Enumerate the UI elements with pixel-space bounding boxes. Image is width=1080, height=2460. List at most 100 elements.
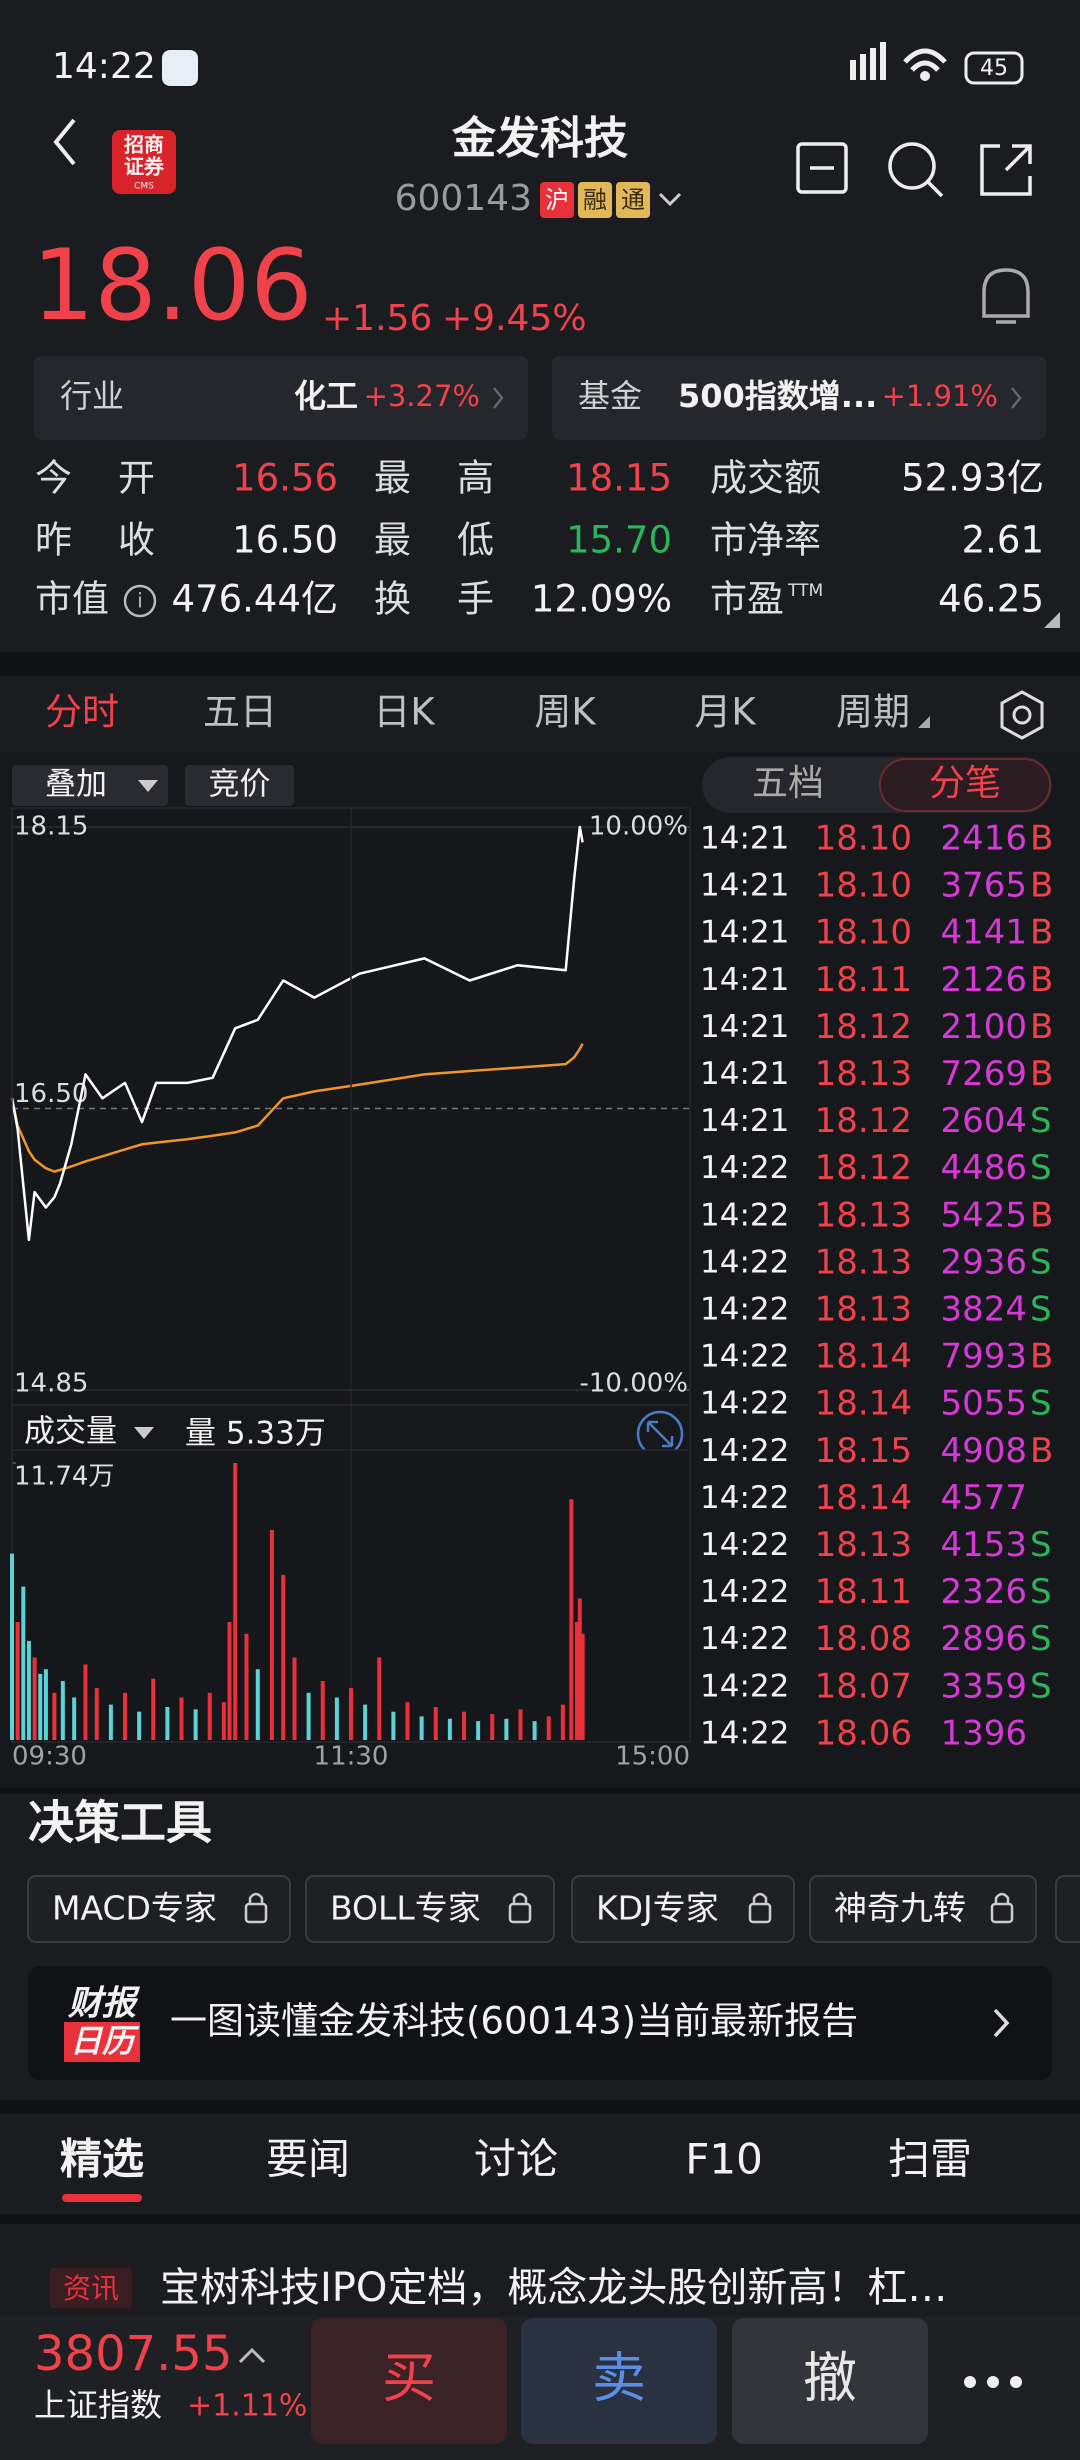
back-button[interactable] [53,118,76,166]
volume-bar [419,1716,424,1740]
tool-button[interactable] [1055,1875,1080,1943]
chart-tab[interactable]: 周K [534,691,597,734]
share-button[interactable] [980,144,1032,196]
trade-volume: 2100 [940,1007,1027,1047]
trade-volume: 7993 [940,1337,1027,1377]
lock-icon [990,1902,1014,1924]
control-button[interactable] [185,765,294,806]
lock-icon [508,1902,532,1924]
chart-tab[interactable]: 分时 [45,691,119,734]
news-tab[interactable]: 要闻 [266,2135,350,2184]
collapse-button[interactable] [796,142,848,194]
y-tick-label: 18.15 [14,812,88,842]
trade-time: 14:21 [700,915,789,951]
stat-value: 15.70 [566,519,672,562]
volume-current: 量 5.33万 [185,1416,326,1452]
dropdown-icon[interactable] [658,192,682,207]
settings-icon [1012,705,1032,725]
wifi-dot [920,71,930,81]
trade-time: 14:22 [700,1433,789,1469]
volume-bar [447,1718,452,1740]
trade-time: 14:22 [700,1527,789,1563]
trade-price: 18.11 [815,1572,912,1612]
trade-side: S [1030,1101,1052,1141]
news-tab[interactable]: F10 [685,2135,763,2184]
stat-value: 46.25 [938,578,1044,621]
trade-side: B [1030,1007,1053,1047]
volume-bar [123,1692,127,1740]
volume-bar [569,1499,574,1740]
stat-label: 今 开 [35,457,155,500]
volume-bar [21,1586,26,1740]
info-icon[interactable] [123,584,157,618]
stat-label: 市值 [35,578,109,621]
wifi-icon [903,48,947,72]
tags: 沪融通 [540,182,650,218]
tool-button[interactable] [571,1875,795,1943]
chart-tab[interactable]: 五日 [203,691,277,734]
volume-bar [10,1553,14,1740]
report-banner[interactable] [28,1966,1052,2080]
control-button[interactable] [12,765,168,806]
stat-label: 最 低 [374,519,494,562]
trade-time: 14:21 [700,868,789,904]
settings-button[interactable] [1000,690,1044,740]
trade-price: 18.13 [815,1525,912,1565]
broker-logo-text: 证券 [124,155,165,179]
chart-tab[interactable]: 月K [694,691,757,734]
news-tab[interactable]: 讨论 [474,2135,558,2184]
volume-bar [320,1681,325,1740]
trade-price: 18.12 [815,1101,912,1141]
trade-tab[interactable]: 五档 [752,763,824,804]
tool-button[interactable] [27,1875,291,1943]
news-tab[interactable]: 扫雷 [888,2135,972,2184]
trade-volume: 2936 [940,1242,1027,1282]
search-button[interactable] [888,142,936,190]
trade-time: 14:22 [700,1386,789,1422]
more-button[interactable] [964,2376,1022,2388]
sector-name: 500指数增... [678,377,877,415]
news-tab[interactable]: 精选 [60,2135,144,2184]
trade-tab[interactable]: 分笔 [929,763,1001,804]
stat-label: 最 高 [374,457,494,500]
volume-bar [108,1704,113,1740]
sector-box[interactable] [552,356,1046,440]
volume-bar [575,1622,579,1740]
news-headline[interactable]: 宝树科技IPO定档，概念龙头股创新高！杠… [160,2265,947,2311]
volume-bar [292,1657,297,1740]
action-button[interactable] [732,2318,928,2444]
sector-change: +1.91% [882,379,998,413]
chart-tab[interactable]: 周期 [836,691,910,734]
trade-list: 14:21 18.10 2416 B14:21 18.10 3765 B14:21 18.10… [700,819,1053,1754]
chart-tab[interactable]: 日K [373,691,436,734]
action-button[interactable] [521,2318,717,2444]
trade-side: S [1030,1619,1052,1659]
trade-volume: 4153 [940,1525,1027,1565]
index-change: +1.11% [187,2389,307,2424]
trade-time: 14:22 [700,1715,789,1751]
volume-bar [60,1681,65,1740]
stat-label: 市盈 [710,578,784,621]
volume-bar [72,1697,77,1740]
trade-price: 18.14 [815,1478,912,1518]
alert-button[interactable] [982,268,1030,324]
volume-bar [490,1714,495,1740]
tool-button[interactable] [809,1875,1037,1943]
action-label: 卖 [592,2347,646,2410]
action-button[interactable] [311,2318,507,2444]
tool-button[interactable] [305,1875,555,1943]
tag: 融 [583,186,607,214]
expand-corner[interactable] [1044,612,1060,628]
trade-side: B [1030,1431,1053,1471]
broker-logo-sub: CMS [134,182,154,192]
battery-level: 45 [980,56,1008,81]
sector-box[interactable] [34,356,528,440]
chevron [993,2008,1010,2038]
stat-value: 16.50 [232,519,338,562]
trade-side: S [1030,1384,1052,1424]
chart: 叠加 竞价 五档 分笔 18.15 16.50 14.85 10.00% -10.00% 成交量 量… [10,757,1052,1772]
y2-tick-label: 10.00% [589,812,688,842]
stat-label: 成交额 [710,457,821,500]
index-arrow[interactable] [238,2347,266,2364]
